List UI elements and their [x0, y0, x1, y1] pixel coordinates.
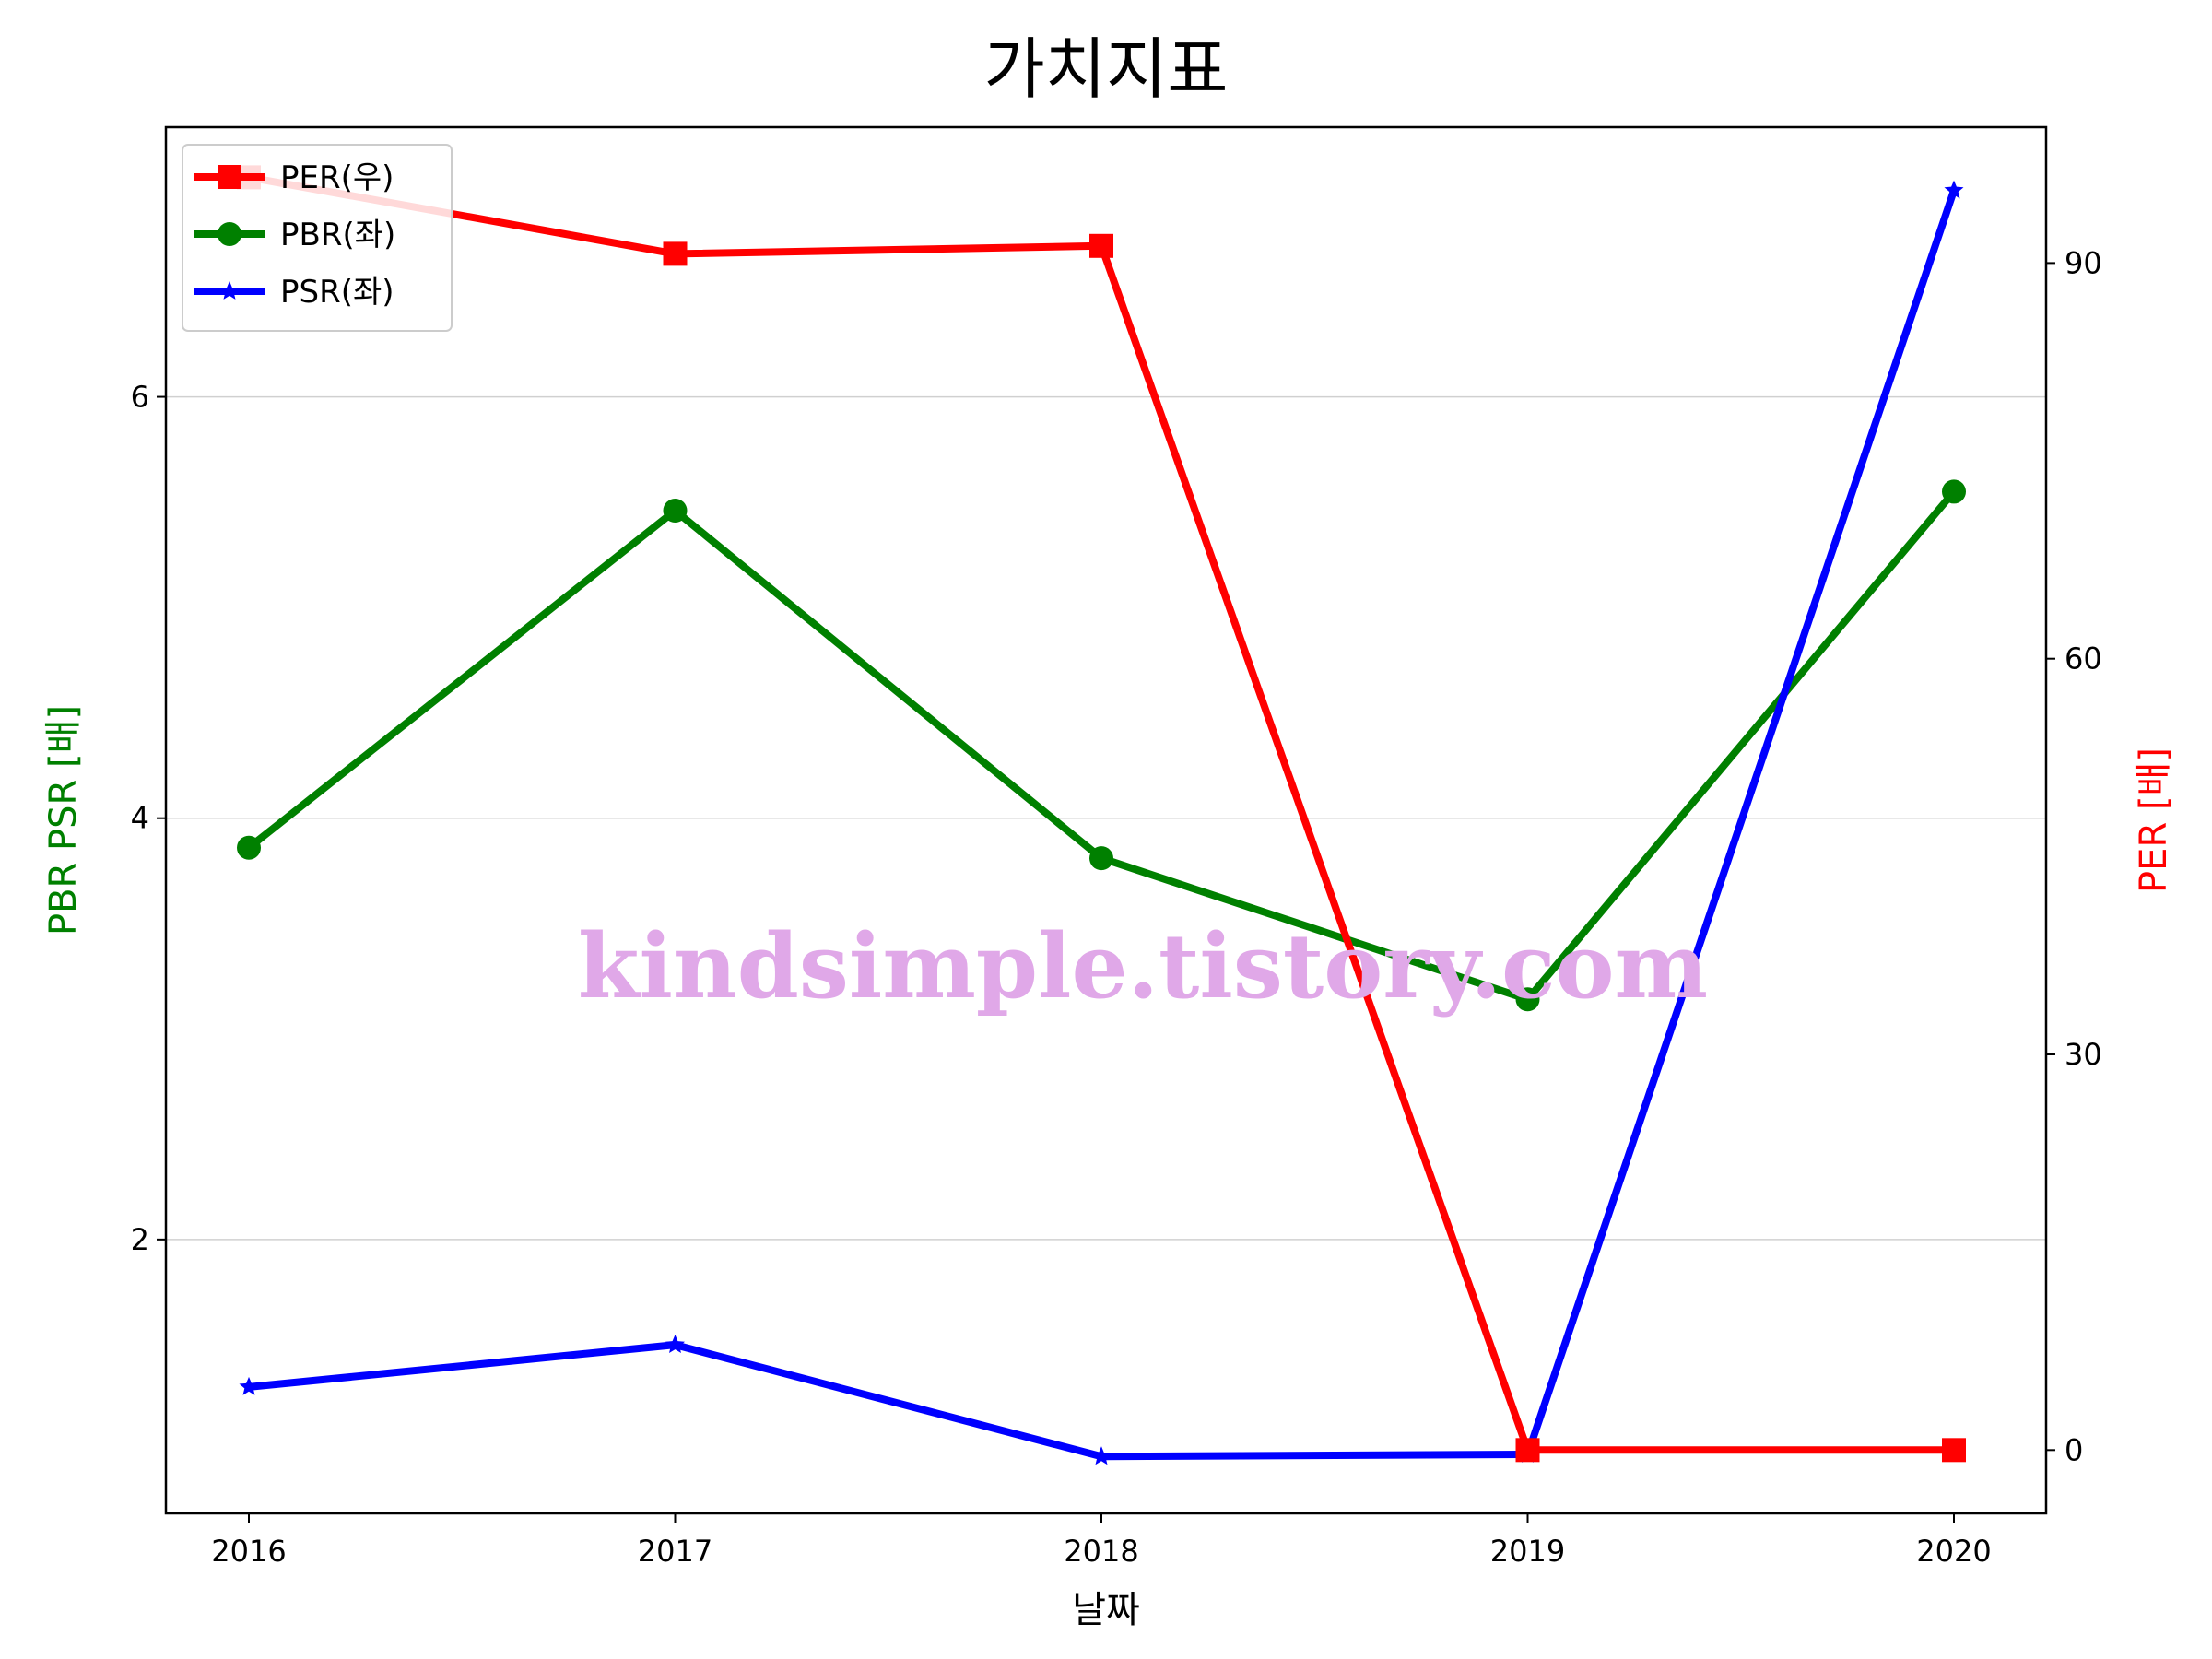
- series-line: [248, 173, 1954, 1454]
- x-axis: 2016 2017 2018 2019 2020: [211, 1513, 1992, 1569]
- series-line: [248, 189, 1958, 1461]
- data-point: [239, 1376, 259, 1395]
- data-point: [1944, 180, 1964, 199]
- right-y-tick-label: 90: [2065, 245, 2102, 280]
- left-y-axis-label: PBR PSR [배]: [42, 705, 85, 935]
- data-point: [1089, 846, 1113, 871]
- series-layer: [237, 165, 1966, 1465]
- data-point: [1091, 1446, 1112, 1465]
- series-star: [239, 180, 1964, 1465]
- data-point: [665, 1335, 685, 1353]
- x-tick-label: 2020: [1916, 1534, 1991, 1569]
- legend-label: PSR(좌): [280, 274, 394, 311]
- right-y-tick-label: 0: [2065, 1432, 2083, 1467]
- right-y-axis: 0 30 60 90: [2046, 245, 2102, 1467]
- right-y-tick-label: 60: [2065, 641, 2102, 677]
- left-y-axis: 2 4 6: [131, 380, 166, 1257]
- data-point: [663, 499, 688, 523]
- x-tick-label: 2019: [1490, 1534, 1565, 1569]
- legend-label: PER(우): [280, 159, 394, 196]
- right-y-tick-label: 30: [2065, 1037, 2102, 1072]
- x-tick-label: 2018: [1064, 1534, 1138, 1569]
- watermark: kindsimple.tistory.com: [578, 914, 1708, 1018]
- legend-marker: [219, 281, 240, 300]
- data-point: [1942, 479, 1966, 504]
- series-square: [237, 165, 1966, 1463]
- right-y-axis-label: PER [배]: [2133, 747, 2175, 893]
- x-axis-label: 날짜: [1072, 1589, 1140, 1631]
- data-point: [237, 835, 261, 860]
- legend: PER(우) PBR(좌) PSR(좌): [182, 144, 453, 332]
- gridlines: [166, 395, 2046, 1241]
- x-tick-label: 2017: [638, 1534, 712, 1569]
- chart-title: 가치지표: [984, 30, 1229, 108]
- data-point: [1515, 987, 1540, 1012]
- data-point: [663, 241, 688, 266]
- series-circle: [237, 479, 1966, 1012]
- plot-area-frame: [164, 125, 2048, 1515]
- data-point: [1089, 233, 1113, 258]
- left-y-tick-label: 4: [131, 801, 149, 836]
- legend-label: PBR(좌): [280, 217, 395, 253]
- left-y-tick-label: 6: [131, 380, 149, 415]
- data-point: [1942, 1438, 1966, 1463]
- data-point: [1515, 1438, 1540, 1463]
- left-y-tick-label: 2: [131, 1222, 149, 1257]
- x-tick-label: 2016: [211, 1534, 286, 1569]
- legend-marker: [218, 165, 241, 189]
- legend-marker: [218, 222, 241, 246]
- legend-frame: [182, 144, 453, 332]
